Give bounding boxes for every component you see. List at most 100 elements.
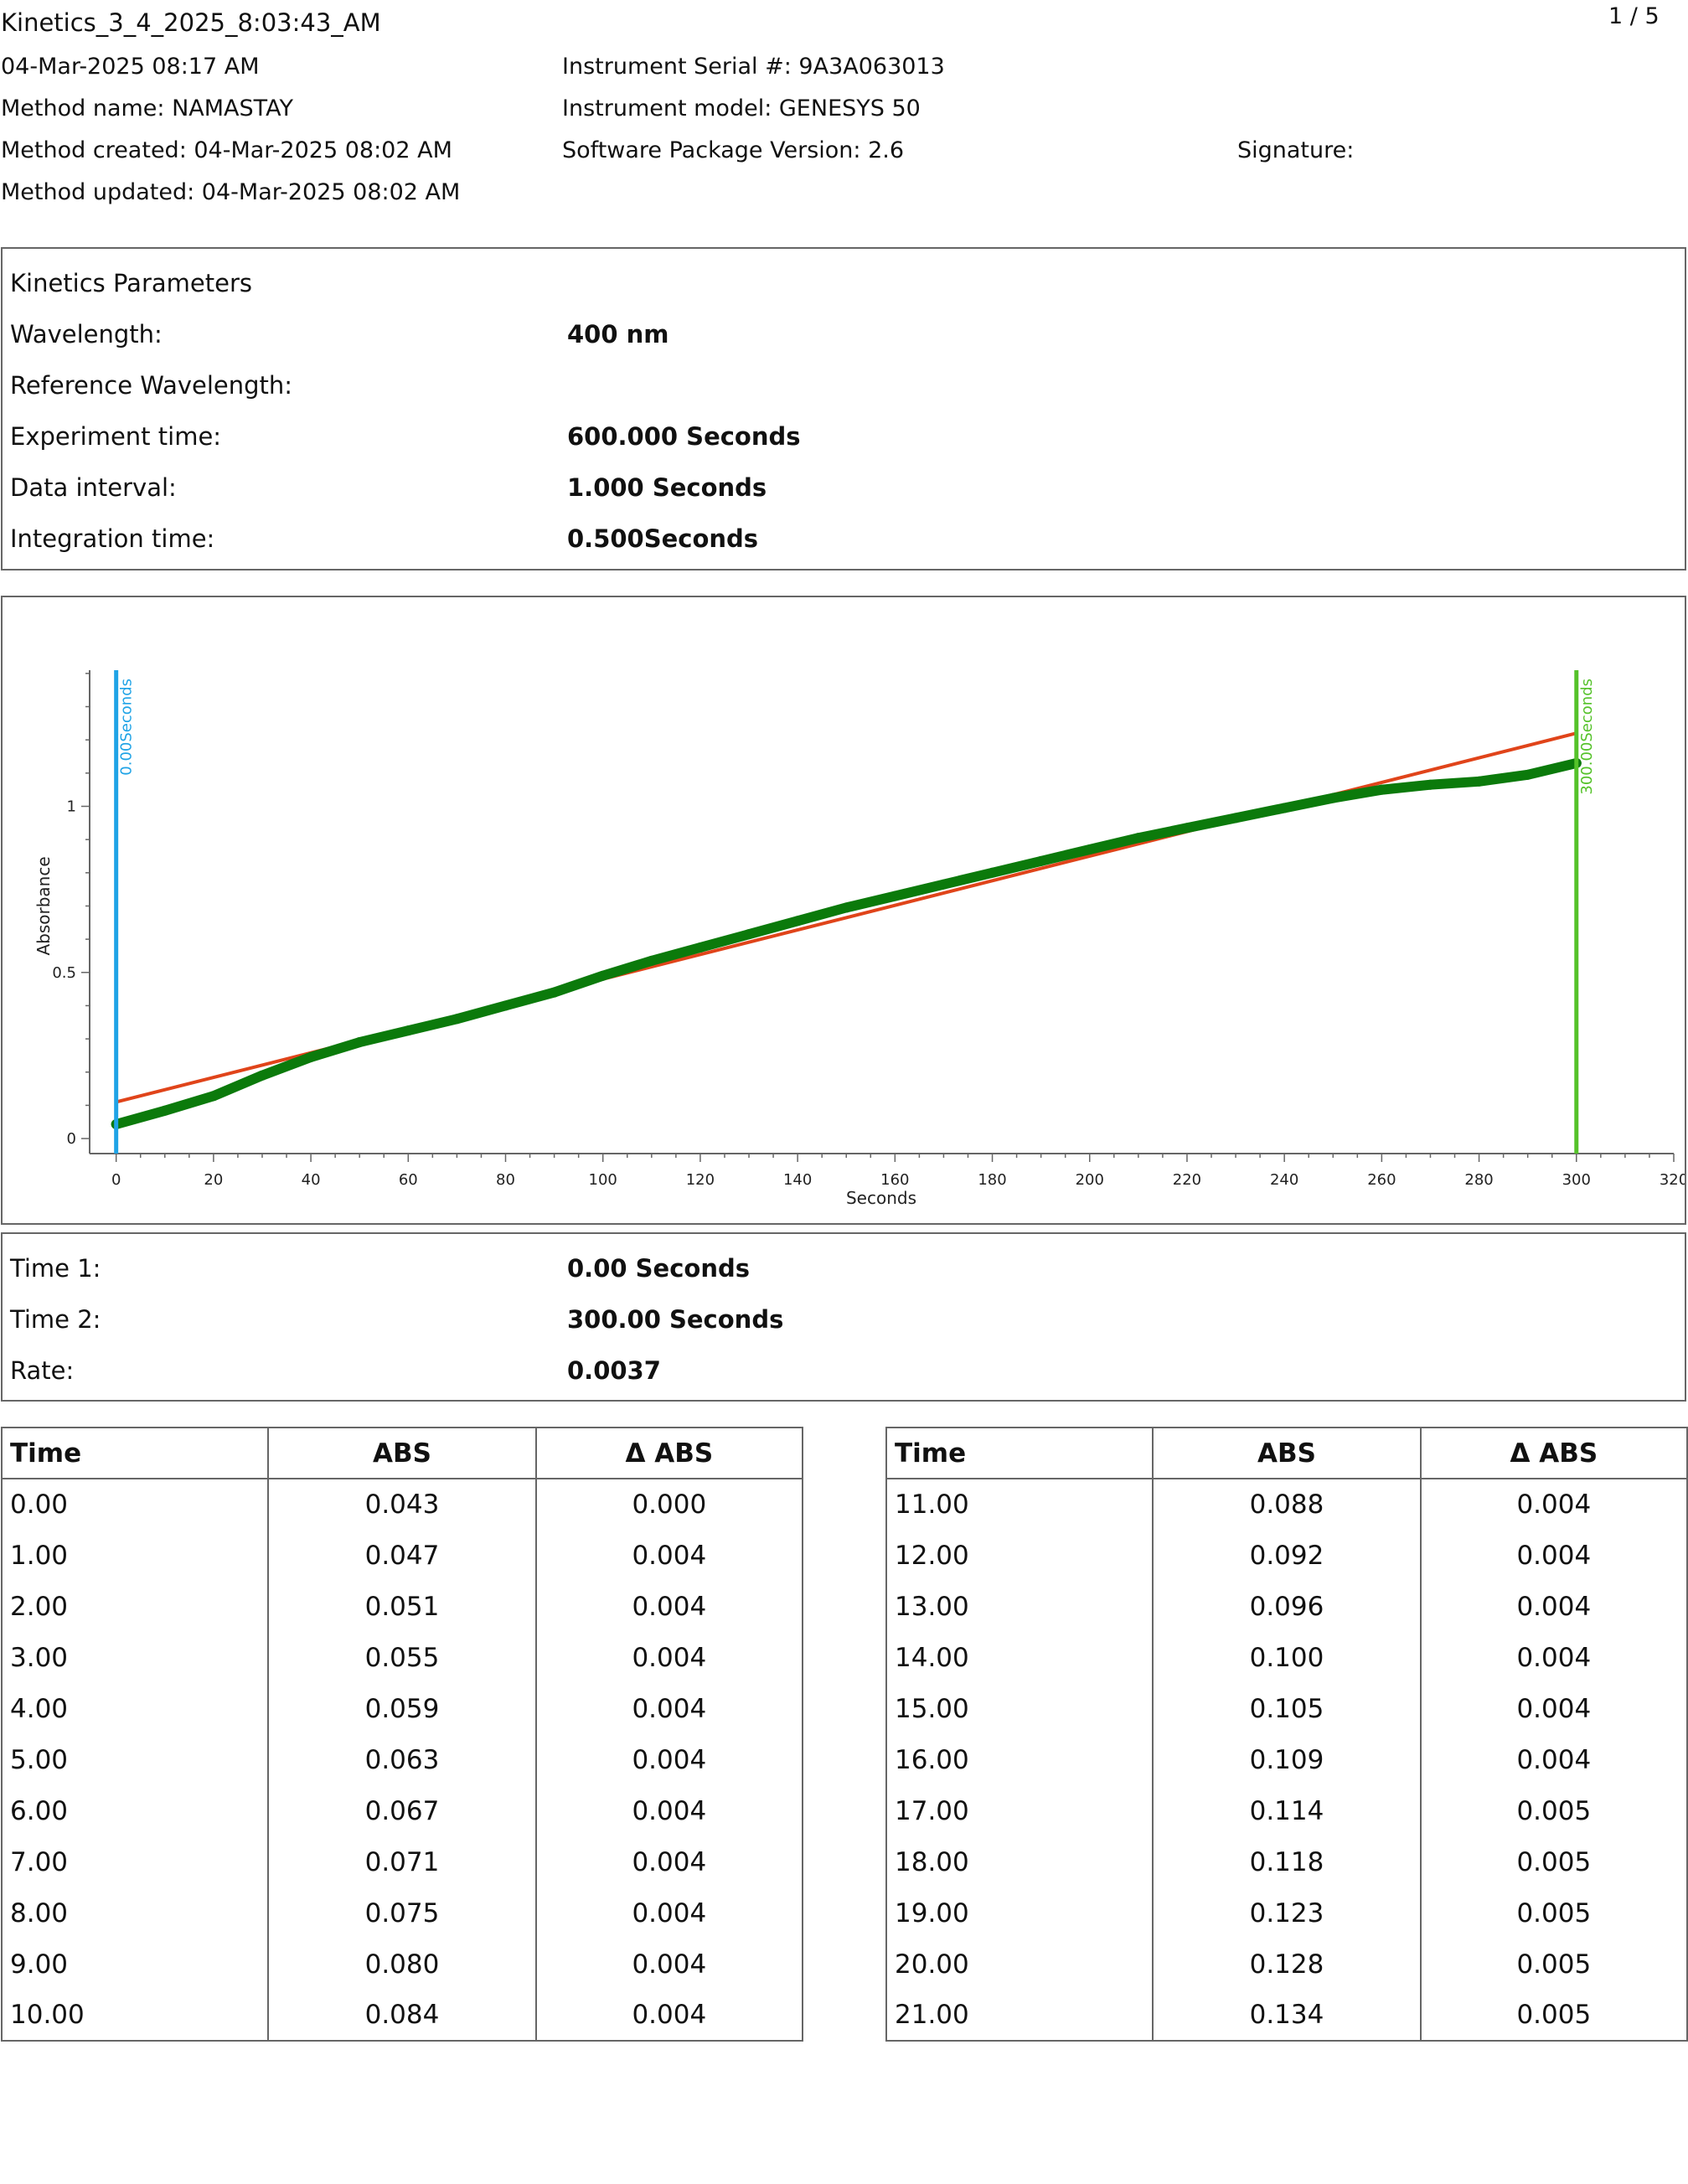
y-tick-label: 0.5 xyxy=(52,964,76,982)
method-created: Method created: 04-Mar-2025 08:02 AM xyxy=(1,137,452,163)
param-label: Reference Wavelength: xyxy=(10,371,293,400)
cell-abs: 0.118 xyxy=(1152,1836,1422,1887)
cell-delta-abs: 0.004 xyxy=(534,1734,804,1785)
data-table-right: Time ABS Δ ABS 11.00 0.088 0.004 12.00 0.092… xyxy=(885,1427,1688,2042)
column-header-delta-abs: Δ ABS xyxy=(534,1427,804,1479)
param-label: Data interval: xyxy=(10,473,177,502)
cell-delta-abs: 0.004 xyxy=(534,1939,804,1990)
cell-abs: 0.100 xyxy=(1152,1632,1422,1683)
table-row: 13.00 0.096 0.004 xyxy=(885,1581,1688,1632)
data-point xyxy=(1181,823,1192,834)
cell-delta-abs: 0.005 xyxy=(1419,1990,1688,2042)
table-row: 18.00 0.118 0.005 xyxy=(885,1836,1688,1887)
report-title: Kinetics_3_4_2025_8:03:43_AM xyxy=(1,8,381,37)
table-row: 8.00 0.075 0.004 xyxy=(0,1887,804,1939)
data-point xyxy=(159,1105,170,1116)
software-version: Software Package Version: 2.6 xyxy=(562,137,905,163)
cell-abs: 0.055 xyxy=(267,1632,537,1683)
table-row: 6.00 0.067 0.004 xyxy=(0,1785,804,1836)
table-row: 1.00 0.047 0.004 xyxy=(0,1530,804,1581)
cell-abs: 0.063 xyxy=(267,1734,537,1785)
table-row: 9.00 0.080 0.004 xyxy=(0,1939,804,1990)
result-value: 0.00 Seconds xyxy=(567,1254,750,1283)
cell-delta-abs: 0.004 xyxy=(1419,1734,1688,1785)
data-point xyxy=(987,867,998,878)
signature-label: Signature: xyxy=(1237,137,1355,163)
x-tick-label: 60 xyxy=(399,1171,418,1189)
rate-value: 0.0037 xyxy=(567,1356,661,1385)
x-tick-label: 100 xyxy=(589,1171,617,1189)
y-axis-label: Absorbance xyxy=(34,856,54,955)
data-point xyxy=(403,1025,414,1036)
cell-time: 17.00 xyxy=(885,1785,1154,1836)
x-tick-label: 180 xyxy=(978,1171,1006,1189)
cell-time: 5.00 xyxy=(0,1734,270,1785)
param-value: 0.500Seconds xyxy=(567,524,759,553)
param-label: Experiment time: xyxy=(10,422,222,451)
result-label: Time 1: xyxy=(10,1254,101,1283)
cell-abs: 0.109 xyxy=(1152,1734,1422,1785)
x-tick-label: 300 xyxy=(1562,1171,1591,1189)
cell-abs: 0.128 xyxy=(1152,1939,1422,1990)
cell-abs: 0.134 xyxy=(1152,1990,1422,2042)
x-tick-label: 80 xyxy=(496,1171,515,1189)
instrument-model: Instrument model: GENESYS 50 xyxy=(562,96,921,121)
table-row: 5.00 0.063 0.004 xyxy=(0,1734,804,1785)
x-tick-label: 20 xyxy=(204,1171,223,1189)
cell-delta-abs: 0.004 xyxy=(1419,1581,1688,1632)
column-header-delta-abs: Δ ABS xyxy=(1419,1427,1688,1479)
cell-time: 14.00 xyxy=(885,1632,1154,1683)
data-point xyxy=(1425,779,1436,790)
table-row: 3.00 0.055 0.004 xyxy=(0,1632,804,1683)
absorbance-series-line xyxy=(111,757,1582,1129)
method-name: Method name: NAMASTAY xyxy=(1,96,293,121)
data-point xyxy=(1231,813,1241,824)
x-tick-label: 320 xyxy=(1660,1171,1685,1189)
data-point xyxy=(792,916,803,927)
cell-delta-abs: 0.005 xyxy=(1419,1836,1688,1887)
x-tick-label: 140 xyxy=(783,1171,812,1189)
result-label: Rate: xyxy=(10,1356,75,1385)
data-point xyxy=(890,891,901,901)
table-row: 16.00 0.109 0.004 xyxy=(885,1734,1688,1785)
cell-time: 11.00 xyxy=(885,1479,1154,1530)
cell-time: 10.00 xyxy=(0,1990,270,2042)
cell-delta-abs: 0.004 xyxy=(534,1632,804,1683)
table-row: 20.00 0.128 0.005 xyxy=(885,1939,1688,1990)
cell-time: 20.00 xyxy=(885,1939,1154,1990)
cell-time: 12.00 xyxy=(885,1530,1154,1581)
param-value: 400 nm xyxy=(567,320,669,349)
result-value: 300.00 Seconds xyxy=(567,1305,784,1334)
cell-abs: 0.080 xyxy=(267,1939,537,1990)
data-point xyxy=(1474,776,1484,787)
cell-abs: 0.071 xyxy=(267,1836,537,1887)
x-tick-label: 40 xyxy=(302,1171,321,1189)
data-point xyxy=(500,1000,511,1011)
cell-time: 4.00 xyxy=(0,1683,270,1734)
x-axis-label: Seconds xyxy=(846,1188,916,1208)
column-header-abs: ABS xyxy=(267,1427,537,1479)
cell-time: 9.00 xyxy=(0,1939,270,1990)
cell-abs: 0.092 xyxy=(1152,1530,1422,1581)
cell-abs: 0.123 xyxy=(1152,1887,1422,1939)
data-point xyxy=(1279,803,1290,813)
data-point xyxy=(744,929,755,940)
cell-delta-abs: 0.004 xyxy=(534,1581,804,1632)
cell-delta-abs: 0.004 xyxy=(1419,1683,1688,1734)
cell-time: 3.00 xyxy=(0,1632,270,1683)
param-label: Integration time: xyxy=(10,524,215,553)
data-point xyxy=(208,1091,219,1102)
cell-delta-abs: 0.004 xyxy=(1419,1632,1688,1683)
data-point xyxy=(354,1037,365,1048)
cell-abs: 0.075 xyxy=(267,1887,537,1939)
absorbance-chart: 0 20 40 60 80 100 120 140 160 180 200 220 240 260 280 3… xyxy=(34,670,1685,1208)
cell-delta-abs: 0.004 xyxy=(534,1990,804,2042)
cell-time: 8.00 xyxy=(0,1887,270,1939)
cell-abs: 0.084 xyxy=(267,1990,537,2042)
cell-delta-abs: 0.005 xyxy=(1419,1887,1688,1939)
cell-abs: 0.105 xyxy=(1152,1683,1422,1734)
x-tick-label: 240 xyxy=(1270,1171,1298,1189)
data-point xyxy=(1376,784,1387,795)
table-row: 21.00 0.134 0.005 xyxy=(885,1990,1688,2042)
table-row: 4.00 0.059 0.004 xyxy=(0,1683,804,1734)
